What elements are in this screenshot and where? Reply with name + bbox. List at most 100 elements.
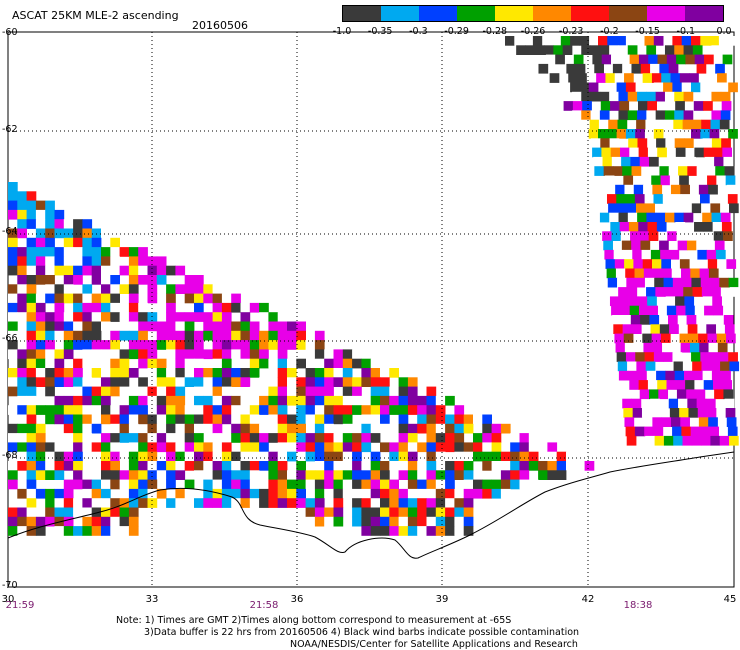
data-cell bbox=[560, 36, 571, 46]
data-cell bbox=[625, 129, 636, 139]
data-cell bbox=[618, 287, 628, 297]
data-cell bbox=[101, 414, 111, 425]
data-cell bbox=[110, 312, 120, 322]
data-cell bbox=[147, 433, 158, 443]
data-cell bbox=[712, 222, 723, 232]
data-cell bbox=[703, 147, 714, 158]
data-cell bbox=[652, 184, 663, 195]
data-cell bbox=[571, 110, 582, 121]
lon-label-33: 33 bbox=[145, 594, 159, 605]
data-cell bbox=[653, 268, 663, 279]
data-cell bbox=[8, 191, 18, 201]
data-cell bbox=[221, 442, 232, 453]
data-cell bbox=[203, 349, 213, 360]
data-cell bbox=[700, 352, 711, 362]
data-cell bbox=[370, 461, 381, 471]
data-cell bbox=[342, 451, 353, 462]
data-cell bbox=[73, 507, 83, 518]
data-cell bbox=[17, 451, 27, 462]
data-cell bbox=[685, 54, 696, 65]
data-cell bbox=[352, 377, 362, 387]
data-cell bbox=[128, 479, 139, 490]
data-cell bbox=[380, 488, 390, 499]
data-cell bbox=[221, 395, 232, 406]
time-label-1: 21:59 bbox=[5, 600, 35, 611]
data-cell bbox=[305, 479, 316, 490]
data-cell bbox=[110, 284, 120, 294]
data-cell bbox=[26, 498, 37, 508]
data-cell bbox=[314, 386, 325, 397]
data-cell bbox=[212, 479, 223, 490]
data-cell bbox=[175, 340, 186, 350]
data-cell bbox=[221, 321, 232, 332]
data-cell bbox=[82, 312, 93, 322]
data-cell bbox=[445, 498, 455, 508]
data-cell bbox=[91, 461, 102, 471]
data-cell bbox=[119, 386, 130, 397]
data-cell bbox=[625, 268, 635, 279]
data-cell bbox=[91, 479, 102, 490]
data-cell bbox=[655, 287, 666, 297]
data-cell bbox=[547, 451, 558, 462]
data-cell bbox=[675, 296, 685, 307]
data-cell bbox=[398, 377, 409, 387]
data-cell bbox=[435, 395, 446, 406]
data-cell bbox=[616, 129, 627, 139]
data-cell bbox=[63, 414, 74, 425]
data-cell bbox=[500, 461, 511, 471]
data-cell bbox=[119, 284, 130, 294]
data-cell bbox=[231, 377, 241, 387]
data-cell bbox=[17, 284, 27, 294]
data-cell bbox=[110, 461, 120, 471]
data-cell bbox=[669, 249, 680, 260]
data-cell bbox=[166, 498, 176, 508]
data-cell bbox=[657, 54, 668, 65]
data-cell bbox=[63, 312, 74, 322]
data-cell bbox=[599, 45, 610, 55]
data-cell bbox=[454, 507, 465, 518]
data-cell bbox=[296, 442, 306, 453]
data-cell bbox=[625, 426, 636, 437]
data-cell bbox=[73, 321, 83, 332]
data-cell bbox=[618, 45, 629, 55]
data-cell bbox=[701, 435, 711, 446]
data-cell bbox=[231, 498, 241, 508]
data-cell bbox=[691, 129, 701, 139]
data-cell bbox=[677, 240, 688, 251]
data-cell bbox=[648, 231, 659, 241]
data-cell bbox=[8, 507, 18, 518]
data-cell bbox=[682, 277, 692, 288]
data-cell bbox=[668, 63, 679, 74]
data-cell bbox=[240, 414, 251, 425]
data-cell bbox=[110, 302, 120, 313]
data-cell bbox=[63, 330, 74, 341]
data-cell bbox=[45, 488, 55, 499]
data-cell bbox=[63, 256, 74, 267]
data-cell bbox=[704, 54, 714, 65]
data-cell bbox=[646, 370, 657, 381]
data-cell bbox=[333, 479, 344, 490]
data-cell bbox=[575, 63, 586, 74]
data-cell bbox=[482, 442, 492, 453]
data-cell bbox=[45, 461, 55, 471]
data-cell bbox=[101, 461, 111, 471]
data-cell bbox=[240, 302, 251, 313]
data-cell bbox=[26, 470, 37, 480]
data-cell bbox=[101, 247, 111, 257]
data-cell bbox=[491, 433, 502, 443]
data-cell bbox=[45, 386, 55, 397]
data-cell bbox=[259, 312, 269, 322]
data-cell bbox=[619, 222, 630, 232]
data-cell bbox=[184, 405, 195, 415]
data-cell bbox=[82, 256, 93, 267]
data-cell bbox=[389, 433, 399, 443]
data-cell bbox=[510, 461, 520, 471]
data-cell bbox=[352, 442, 362, 453]
data-cell bbox=[221, 498, 232, 508]
data-cell bbox=[715, 63, 725, 74]
data-cell bbox=[259, 442, 269, 453]
data-cell bbox=[670, 73, 681, 83]
data-cell bbox=[194, 330, 204, 341]
data-cell bbox=[426, 451, 437, 462]
data-cell bbox=[91, 442, 102, 453]
